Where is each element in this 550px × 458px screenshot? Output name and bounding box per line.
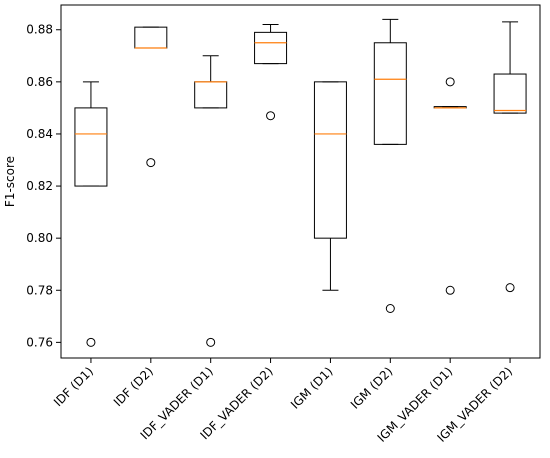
box-group [254, 24, 288, 121]
outlier-point [505, 283, 515, 293]
y-axis-label: F1-score [3, 156, 17, 207]
outlier-point [445, 285, 455, 295]
box [313, 81, 347, 239]
box-group [433, 77, 467, 295]
y-tick-label: 0.80 [26, 231, 53, 245]
outlier-point [385, 304, 395, 314]
y-tick-label: 0.86 [26, 75, 53, 89]
y-tick-label: 0.76 [26, 335, 53, 349]
x-tick-label: IDF (D2) [111, 364, 156, 409]
box [254, 31, 288, 65]
plot-area [74, 18, 527, 347]
box-group [134, 26, 168, 168]
box-group [493, 21, 527, 293]
outlier-point [445, 77, 455, 87]
box [373, 42, 407, 145]
y-tick-label: 0.84 [26, 127, 53, 141]
x-tick-label: IGM (D1) [288, 364, 336, 412]
x-axis: IDF (D1) IDF (D2)IDF_VADER (D1)IDF_VADER … [51, 358, 515, 445]
box-group [373, 18, 407, 314]
box-group [74, 81, 108, 347]
y-axis: 0.76 0.78 0.80 0.82 0.84 0.86 0.88 [26, 23, 61, 349]
y-tick-label: 0.82 [26, 179, 53, 193]
box [134, 26, 168, 49]
box [74, 107, 108, 187]
outlier-point [206, 337, 216, 347]
outlier-point [86, 337, 96, 347]
y-tick-label: 0.78 [26, 283, 53, 297]
x-tick-label: IDF (D1) [51, 364, 96, 409]
axes-frame [60, 4, 541, 359]
y-tick-label: 0.88 [26, 23, 53, 37]
box [493, 73, 527, 114]
outlier-point [266, 111, 276, 121]
x-tick-label: IGM (D2) [348, 364, 396, 412]
outlier-point [146, 158, 156, 168]
box [194, 81, 228, 109]
box-group [313, 81, 347, 291]
box-group [194, 55, 228, 347]
